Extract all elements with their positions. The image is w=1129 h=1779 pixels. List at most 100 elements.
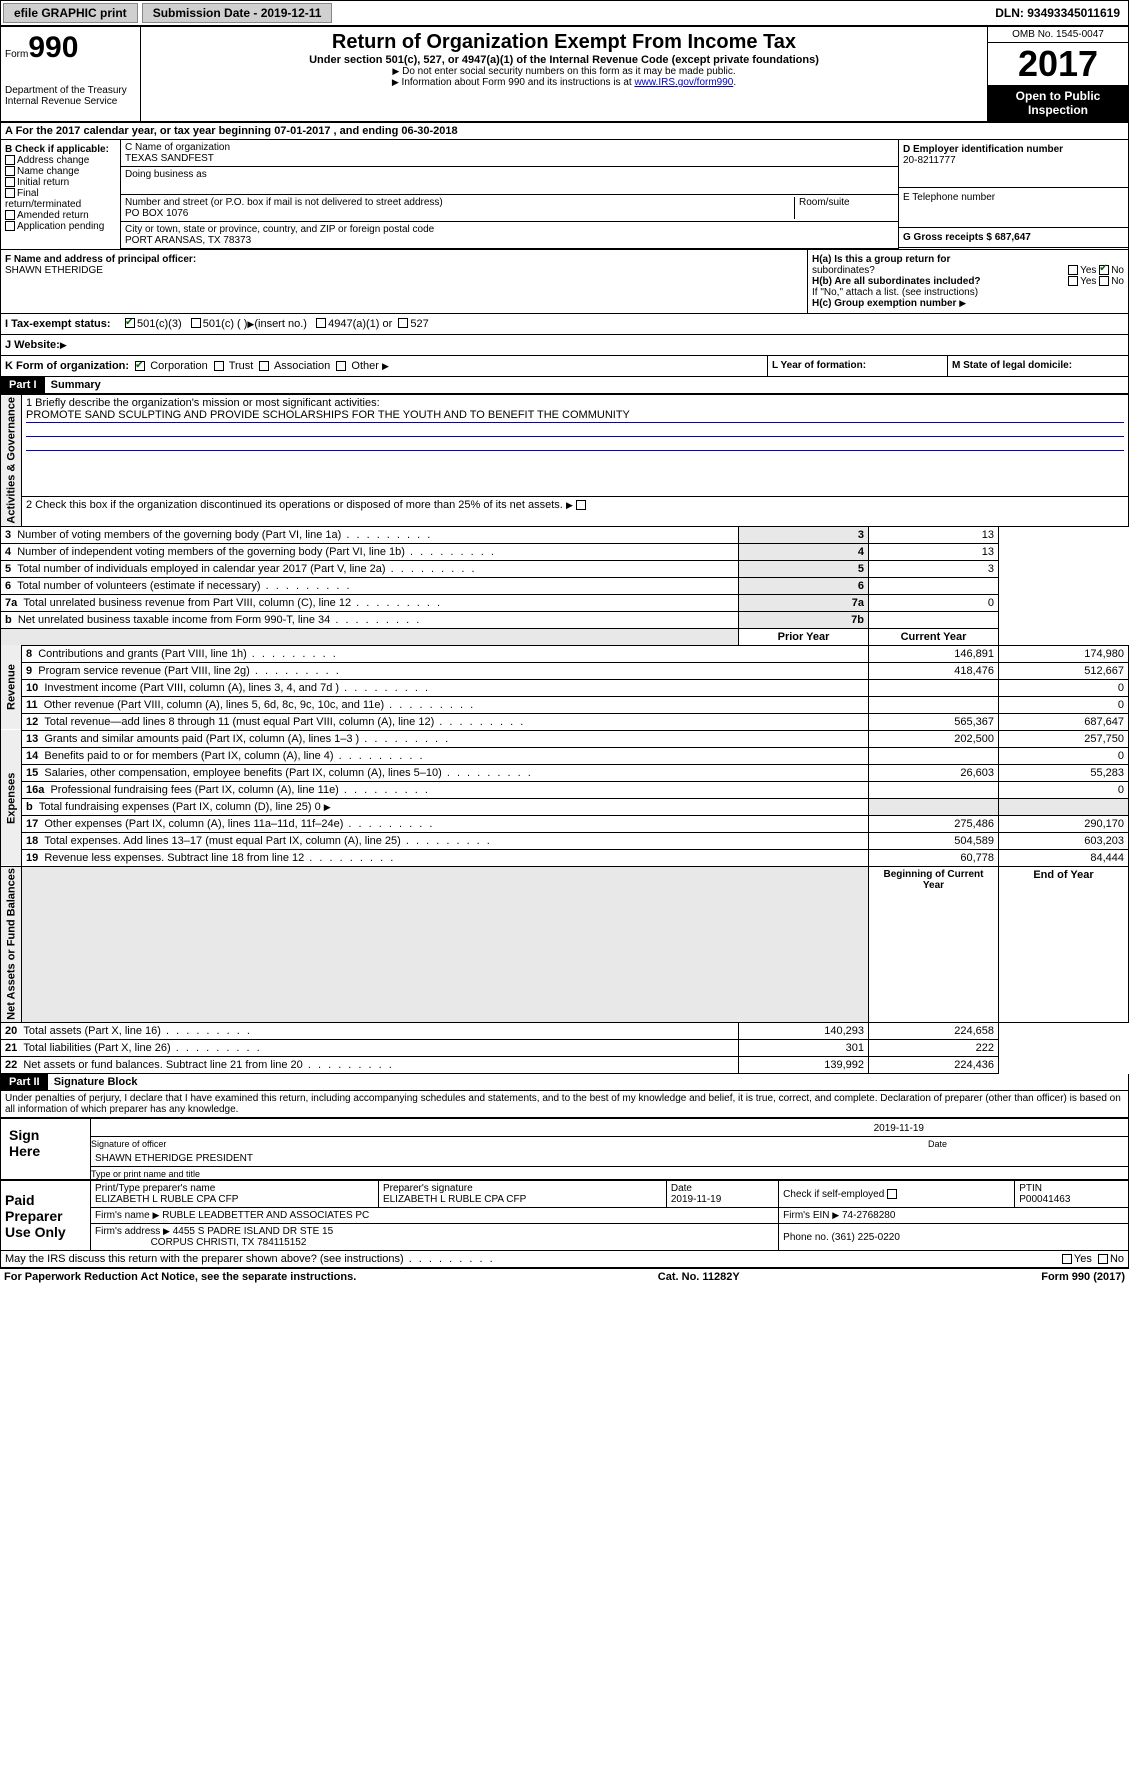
chk-amended[interactable]	[5, 210, 15, 220]
page-footer: For Paperwork Reduction Act Notice, see …	[0, 1268, 1129, 1285]
year-box: OMB No. 1545-0047 2017 Open to Public In…	[988, 27, 1128, 121]
line-18: 18 Total expenses. Add lines 13–17 (must…	[22, 832, 869, 849]
arrow-icon	[959, 298, 966, 309]
beg-year-hdr: Beginning of Current Year	[869, 866, 999, 1023]
arrow-icon	[382, 360, 389, 372]
line-15: 15 Salaries, other compensation, employe…	[22, 764, 869, 781]
topbar: efile GRAPHIC print Submission Date - 20…	[0, 0, 1129, 26]
chk-hb-no[interactable]	[1099, 276, 1109, 286]
part2-header: Part II Signature Block	[0, 1074, 1129, 1091]
line-21: 21 Total liabilities (Part X, line 26)	[1, 1040, 739, 1057]
sig-officer-line: 2019-11-19	[91, 1121, 1128, 1137]
line-4: 4 Number of independent voting members o…	[1, 543, 739, 560]
chk-4947[interactable]	[316, 318, 326, 328]
chk-selfemp[interactable]	[887, 1189, 897, 1199]
summary-table: Activities & Governance 1 Briefly descri…	[0, 394, 1129, 1074]
line-9: 9 Program service revenue (Part VIII, li…	[22, 662, 869, 679]
irs-link[interactable]: www.IRS.gov/form990	[634, 77, 733, 88]
chk-corp[interactable]	[135, 361, 145, 371]
box-b-label: B Check if applicable:	[5, 144, 116, 155]
side-revenue: Revenue	[1, 645, 22, 730]
line-6: 6 Total number of volunteers (estimate i…	[1, 577, 739, 594]
arrow-icon	[163, 1226, 170, 1237]
chk-hb-yes[interactable]	[1068, 276, 1078, 286]
line2: 2 Check this box if the organization dis…	[22, 497, 1129, 526]
side-expenses: Expenses	[1, 730, 22, 866]
chk-assoc[interactable]	[259, 361, 269, 371]
line-14: 14 Benefits paid to or for members (Part…	[22, 747, 869, 764]
box-l: L Year of formation:	[768, 356, 948, 376]
chk-527[interactable]	[398, 318, 408, 328]
side-netassets: Net Assets or Fund Balances	[1, 866, 22, 1023]
arrow-icon	[392, 66, 399, 77]
arrow-icon	[60, 339, 67, 351]
line-8: 8 Contributions and grants (Part VIII, l…	[22, 645, 869, 662]
ein-val: 20-8211777	[903, 155, 1124, 166]
part1-header: Part I Summary	[0, 377, 1129, 394]
form-title: Return of Organization Exempt From Incom…	[145, 31, 983, 54]
section-fhi: F Name and address of principal officer:…	[0, 249, 1129, 314]
title-box: Return of Organization Exempt From Incom…	[141, 27, 988, 121]
line-7a: 7a Total unrelated business revenue from…	[1, 594, 739, 611]
arrow-icon	[152, 1210, 159, 1221]
line-5: 5 Total number of individuals employed i…	[1, 560, 739, 577]
omb-number: OMB No. 1545-0047	[988, 27, 1128, 43]
sign-here-label: Sign Here	[1, 1119, 81, 1179]
line-11: 11 Other revenue (Part VIII, column (A),…	[22, 696, 869, 713]
chk-discontinued[interactable]	[576, 500, 586, 510]
chk-501c[interactable]	[191, 318, 201, 328]
line-10: 10 Investment income (Part VIII, column …	[22, 679, 869, 696]
arrow-icon	[832, 1210, 839, 1221]
chk-discuss-yes[interactable]	[1062, 1254, 1072, 1264]
chk-ha-no[interactable]	[1099, 265, 1109, 275]
side-governance: Activities & Governance	[1, 395, 22, 527]
row-j-website: J Website:	[0, 335, 1129, 356]
chk-trust[interactable]	[214, 361, 224, 371]
curr-year-hdr: Current Year	[869, 628, 999, 645]
line-22: 22 Net assets or fund balances. Subtract…	[1, 1057, 739, 1074]
dept-text: Department of the Treasury Internal Reve…	[5, 85, 136, 107]
officer-label: F Name and address of principal officer:	[5, 254, 803, 265]
dln-text: DLN: 93493345011619	[995, 6, 1128, 20]
row-a-period: A For the 2017 calendar year, or tax yea…	[0, 122, 1129, 140]
chk-pending[interactable]	[5, 221, 15, 231]
box-h: H(a) Is this a group return for subordin…	[808, 250, 1128, 313]
org-name: TEXAS SANDFEST	[125, 153, 894, 164]
box-m: M State of legal domicile:	[948, 356, 1128, 376]
open-public: Open to Public Inspection	[988, 85, 1128, 121]
paid-prep-label: Paid Preparer Use Only	[1, 1181, 91, 1251]
chk-initial[interactable]	[5, 177, 15, 187]
form-number: 990	[28, 31, 78, 64]
note-ssn: Do not enter social security numbers on …	[402, 66, 735, 77]
arrow-icon	[392, 77, 399, 88]
form-word: Form	[5, 49, 28, 60]
name-label: C Name of organization	[125, 142, 894, 153]
dba-label: Doing business as	[125, 169, 207, 180]
chk-final[interactable]	[5, 188, 15, 198]
line-20: 20 Total assets (Part X, line 16)	[1, 1023, 739, 1040]
form-header: Form990 Department of the Treasury Inter…	[0, 26, 1129, 122]
box-b: B Check if applicable: Address change Na…	[1, 140, 121, 249]
box-f: F Name and address of principal officer:…	[1, 250, 808, 313]
chk-discuss-no[interactable]	[1098, 1254, 1108, 1264]
city-label: City or town, state or province, country…	[125, 224, 894, 235]
section-b-to-g: B Check if applicable: Address change Na…	[0, 140, 1129, 249]
efile-btn[interactable]: efile GRAPHIC print	[3, 3, 138, 23]
chk-501c3[interactable]	[125, 318, 135, 328]
discuss-row: May the IRS discuss this return with the…	[0, 1251, 1129, 1268]
chk-ha-yes[interactable]	[1068, 265, 1078, 275]
signature-block: Sign Here 2019-11-19 Signature of office…	[0, 1118, 1129, 1180]
line-12: 12 Total revenue—add lines 8 through 11 …	[22, 713, 869, 730]
end-year-hdr: End of Year	[999, 866, 1129, 1023]
chk-address[interactable]	[5, 155, 15, 165]
row-klm: K Form of organization: Corporation Trus…	[0, 356, 1129, 377]
chk-name[interactable]	[5, 166, 15, 176]
line-3: 3 Number of voting members of the govern…	[1, 526, 739, 543]
line-19: 19 Revenue less expenses. Subtract line …	[22, 849, 869, 866]
line-13: 13 Grants and similar amounts paid (Part…	[22, 730, 869, 747]
gross-receipts: G Gross receipts $ 687,647	[903, 232, 1031, 243]
submission-btn[interactable]: Submission Date - 2019-12-11	[142, 3, 333, 23]
city-val: PORT ARANSAS, TX 78373	[125, 235, 894, 246]
sig-name: SHAWN ETHERIDGE PRESIDENT	[91, 1151, 1128, 1167]
chk-other[interactable]	[336, 361, 346, 371]
